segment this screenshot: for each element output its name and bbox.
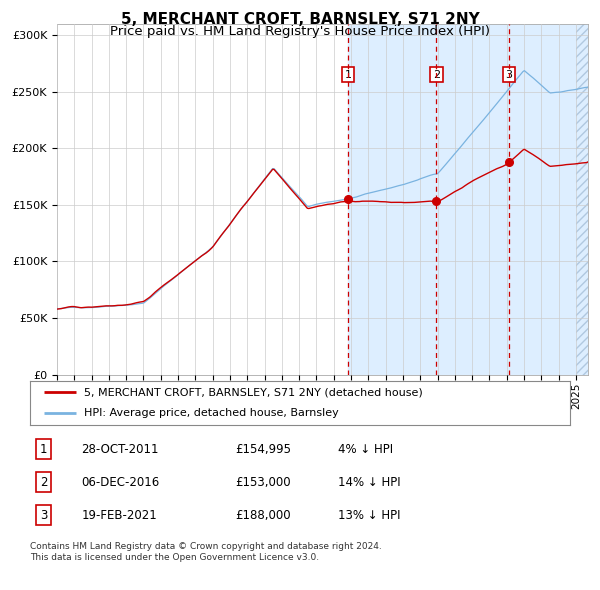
Text: £154,995: £154,995 <box>235 442 291 456</box>
Text: 4% ↓ HPI: 4% ↓ HPI <box>338 442 393 456</box>
Bar <box>348 24 588 375</box>
Text: 1: 1 <box>40 442 47 456</box>
Text: 5, MERCHANT CROFT, BARNSLEY, S71 2NY (detached house): 5, MERCHANT CROFT, BARNSLEY, S71 2NY (de… <box>84 388 423 398</box>
Text: This data is licensed under the Open Government Licence v3.0.: This data is licensed under the Open Gov… <box>30 553 319 562</box>
Text: 28-OCT-2011: 28-OCT-2011 <box>82 442 159 456</box>
Bar <box>576 24 588 375</box>
Text: 5, MERCHANT CROFT, BARNSLEY, S71 2NY: 5, MERCHANT CROFT, BARNSLEY, S71 2NY <box>121 12 479 27</box>
Text: 2: 2 <box>433 70 440 80</box>
Text: 14% ↓ HPI: 14% ↓ HPI <box>338 476 400 489</box>
Text: £188,000: £188,000 <box>235 509 291 522</box>
Text: £153,000: £153,000 <box>235 476 291 489</box>
Text: 2: 2 <box>40 476 47 489</box>
Text: 13% ↓ HPI: 13% ↓ HPI <box>338 509 400 522</box>
Text: 06-DEC-2016: 06-DEC-2016 <box>82 476 160 489</box>
Text: 19-FEB-2021: 19-FEB-2021 <box>82 509 157 522</box>
Text: 3: 3 <box>40 509 47 522</box>
Text: Price paid vs. HM Land Registry's House Price Index (HPI): Price paid vs. HM Land Registry's House … <box>110 25 490 38</box>
Text: 1: 1 <box>344 70 352 80</box>
Text: 3: 3 <box>505 70 512 80</box>
Text: HPI: Average price, detached house, Barnsley: HPI: Average price, detached house, Barn… <box>84 408 339 418</box>
Text: Contains HM Land Registry data © Crown copyright and database right 2024.: Contains HM Land Registry data © Crown c… <box>30 542 382 550</box>
